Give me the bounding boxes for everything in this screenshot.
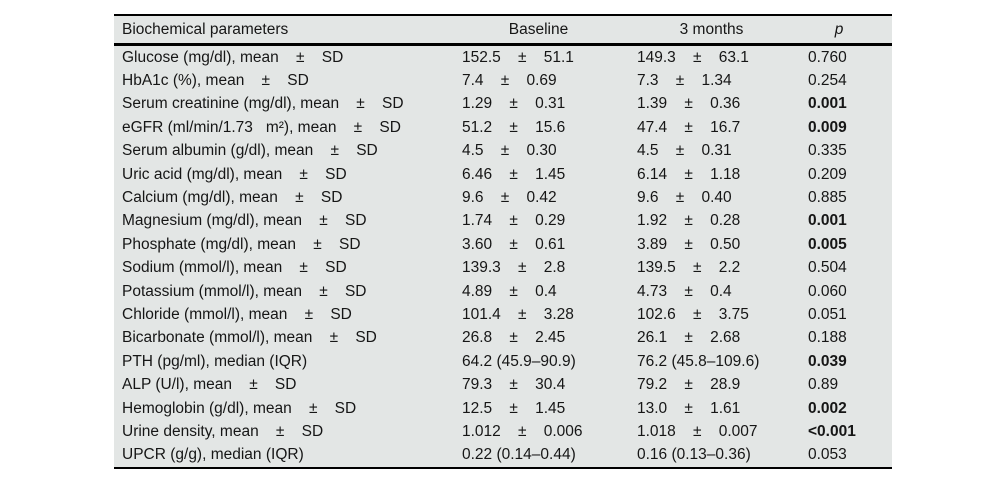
baseline-value: 12.5 ± 1.45 xyxy=(462,399,566,417)
table-row-bicarbonate: Bicarbonate (mmol/l), mean ± SD 26.8 ± 2… xyxy=(114,327,892,350)
table-row-pth: PTH (pg/ml), median (IQR) 64.2 (45.9–90.… xyxy=(114,350,892,373)
three-months-value: 76.2 (45.8–109.6) xyxy=(637,352,760,370)
three-months-value: 7.3 ± 1.34 xyxy=(637,72,732,90)
baseline-value: 152.5 ± 51.1 xyxy=(462,48,574,66)
three-months-value: 3.89 ± 0.50 xyxy=(637,235,741,253)
p-value: 0.039 xyxy=(808,352,847,370)
p-value: 0.009 xyxy=(808,118,847,136)
table-row-serum-creatinine: Serum creatinine (mg/dl), mean ± SD 1.29… xyxy=(114,93,892,116)
baseline-value: 51.2 ± 15.6 xyxy=(462,118,566,136)
p-value: 0.060 xyxy=(808,282,847,300)
param-label: ALP (U/l), mean ± SD xyxy=(122,376,297,394)
p-value: 0.335 xyxy=(808,142,847,160)
table-row-urine-density: Urine density, mean ± SD 1.012 ± 0.006 1… xyxy=(114,420,892,443)
baseline-value: 1.012 ± 0.006 xyxy=(462,422,583,440)
table-row-sodium: Sodium (mmol/l), mean ± SD 139.3 ± 2.8 1… xyxy=(114,257,892,280)
param-label: Potassium (mmol/l), mean ± SD xyxy=(122,282,367,300)
p-value: 0.188 xyxy=(808,329,847,347)
three-months-value: 149.3 ± 63.1 xyxy=(637,48,749,66)
p-value: 0.504 xyxy=(808,259,847,277)
baseline-value: 1.74 ± 0.29 xyxy=(462,212,566,230)
three-months-value: 9.6 ± 0.40 xyxy=(637,189,732,207)
three-months-value: 1.92 ± 0.28 xyxy=(637,212,741,230)
table-row-hemoglobin: Hemoglobin (g/dl), mean ± SD 12.5 ± 1.45… xyxy=(114,397,892,420)
three-months-value: 4.73 ± 0.4 xyxy=(637,282,732,300)
column-header-p: p xyxy=(834,20,844,38)
param-label: Glucose (mg/dl), mean ± SD xyxy=(122,48,344,66)
param-label: Calcium (mg/dl), mean ± SD xyxy=(122,189,343,207)
p-value: 0.002 xyxy=(808,399,847,417)
baseline-value: 4.89 ± 0.4 xyxy=(462,282,557,300)
biochemical-parameters-table: Biochemical parameters Baseline 3 months… xyxy=(114,14,892,470)
baseline-value: 3.60 ± 0.61 xyxy=(462,235,566,253)
param-label: Bicarbonate (mmol/l), mean ± SD xyxy=(122,329,377,347)
baseline-value: 26.8 ± 2.45 xyxy=(462,329,566,347)
param-label: Uric acid (mg/dl), mean ± SD xyxy=(122,165,347,183)
three-months-value: 102.6 ± 3.75 xyxy=(637,305,749,323)
table-row-glucose: Glucose (mg/dl), mean ± SD 152.5 ± 51.1 … xyxy=(114,46,892,69)
param-label: HbA1c (%), mean ± SD xyxy=(122,72,309,90)
param-label: UPCR (g/g), median (IQR) xyxy=(122,446,304,464)
baseline-value: 9.6 ± 0.42 xyxy=(462,189,557,207)
table-row-magnesium: Magnesium (mg/dl), mean ± SD 1.74 ± 0.29… xyxy=(114,210,892,233)
baseline-value: 4.5 ± 0.30 xyxy=(462,142,557,160)
table-row-potassium: Potassium (mmol/l), mean ± SD 4.89 ± 0.4… xyxy=(114,280,892,303)
three-months-value: 13.0 ± 1.61 xyxy=(637,399,741,417)
table-row-chloride: Chloride (mmol/l), mean ± SD 101.4 ± 3.2… xyxy=(114,303,892,326)
p-value: 0.005 xyxy=(808,235,847,253)
p-value: 0.051 xyxy=(808,305,847,323)
three-months-value: 1.018 ± 0.007 xyxy=(637,422,758,440)
p-value: 0.89 xyxy=(808,376,839,394)
three-months-value: 139.5 ± 2.2 xyxy=(637,259,741,277)
three-months-value: 79.2 ± 28.9 xyxy=(637,376,741,394)
column-header-3-months: 3 months xyxy=(679,20,744,38)
p-value: 0.209 xyxy=(808,165,847,183)
p-value: <0.001 xyxy=(808,422,856,440)
p-value: 0.254 xyxy=(808,72,847,90)
baseline-value: 0.22 (0.14–0.44) xyxy=(462,446,576,464)
param-label: Chloride (mmol/l), mean ± SD xyxy=(122,305,352,323)
param-label: Serum creatinine (mg/dl), mean ± SD xyxy=(122,95,404,113)
baseline-value: 139.3 ± 2.8 xyxy=(462,259,566,277)
three-months-value: 47.4 ± 16.7 xyxy=(637,118,741,136)
table-row-uric-acid: Uric acid (mg/dl), mean ± SD 6.46 ± 1.45… xyxy=(114,163,892,186)
column-header-baseline: Baseline xyxy=(508,20,569,38)
table-row-egfr: eGFR (ml/min/1.73 m²), mean ± SD 51.2 ± … xyxy=(114,116,892,139)
param-label: Magnesium (mg/dl), mean ± SD xyxy=(122,212,367,230)
three-months-value: 4.5 ± 0.31 xyxy=(637,142,732,160)
three-months-value: 0.16 (0.13–0.36) xyxy=(637,446,751,464)
baseline-value: 101.4 ± 3.28 xyxy=(462,305,574,323)
p-value: 0.760 xyxy=(808,48,847,66)
p-value: 0.053 xyxy=(808,446,847,464)
table-row-calcium: Calcium (mg/dl), mean ± SD 9.6 ± 0.42 9.… xyxy=(114,186,892,209)
table-row-serum-albumin: Serum albumin (g/dl), mean ± SD 4.5 ± 0.… xyxy=(114,140,892,163)
baseline-value: 64.2 (45.9–90.9) xyxy=(462,352,576,370)
param-label: PTH (pg/ml), median (IQR) xyxy=(122,352,308,370)
baseline-value: 6.46 ± 1.45 xyxy=(462,165,566,183)
p-value: 0.001 xyxy=(808,212,847,230)
baseline-value: 7.4 ± 0.69 xyxy=(462,72,557,90)
param-label: eGFR (ml/min/1.73 m²), mean ± SD xyxy=(122,118,401,136)
table-header-row: Biochemical parameters Baseline 3 months… xyxy=(114,16,892,46)
param-label: Hemoglobin (g/dl), mean ± SD xyxy=(122,399,357,417)
baseline-value: 1.29 ± 0.31 xyxy=(462,95,566,113)
table-row-alp: ALP (U/l), mean ± SD 79.3 ± 30.4 79.2 ± … xyxy=(114,373,892,396)
param-label: Phosphate (mg/dl), mean ± SD xyxy=(122,235,361,253)
p-value: 0.885 xyxy=(808,189,847,207)
baseline-value: 79.3 ± 30.4 xyxy=(462,376,566,394)
param-label: Urine density, mean ± SD xyxy=(122,422,324,440)
three-months-value: 26.1 ± 2.68 xyxy=(637,329,741,347)
table-row-phosphate: Phosphate (mg/dl), mean ± SD 3.60 ± 0.61… xyxy=(114,233,892,256)
table-row-upcr: UPCR (g/g), median (IQR) 0.22 (0.14–0.44… xyxy=(114,444,892,467)
three-months-value: 6.14 ± 1.18 xyxy=(637,165,741,183)
three-months-value: 1.39 ± 0.36 xyxy=(637,95,741,113)
p-value: 0.001 xyxy=(808,95,847,113)
table-row-hba1c: HbA1c (%), mean ± SD 7.4 ± 0.69 7.3 ± 1.… xyxy=(114,69,892,92)
param-label: Serum albumin (g/dl), mean ± SD xyxy=(122,142,378,160)
param-label: Sodium (mmol/l), mean ± SD xyxy=(122,259,347,277)
column-header-parameters: Biochemical parameters xyxy=(122,20,289,38)
